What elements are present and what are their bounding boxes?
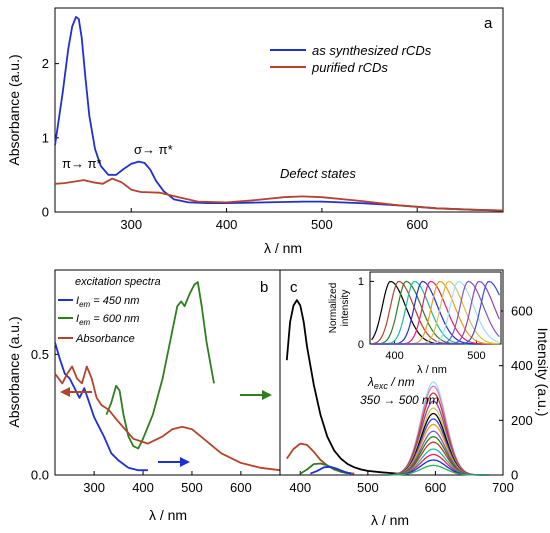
panel-c-ytick-label: 400 [511,358,533,373]
panel-c-series [285,299,490,476]
panel-a-ytick-label: 2 [42,56,49,71]
arrow-blue-right-axis [158,457,190,467]
panel-c-emission-line-8 [388,430,490,476]
annotation-sigma-pi-star: σ→ π* [134,142,173,157]
inset-curve-11 [371,280,500,345]
panel-c-excitation-line-0 [285,299,409,476]
legend-a-label-red: purified rCDs [311,60,388,75]
arrow-green-right-axis [240,390,272,400]
annotation-lambda-exc: λexc / nm [367,375,415,391]
panel-c-ytick-label: 200 [511,413,533,428]
panel-b-label: b [260,279,268,296]
panel-b: 300 400 500 600 0.0 0.5 b Absorbance (a.u.) λ… [6,269,281,523]
panel-b-xlabel: λ / nm [149,507,187,523]
annotation-defect-states: Defect states [280,166,356,181]
panel-c-xlabel: λ / nm [371,512,409,528]
panel-b-xtick-label: 400 [132,480,154,495]
panel-b-series [54,281,281,472]
panel-a-series-line-1 [54,177,504,212]
panel-a-xtick-label: 300 [120,217,142,232]
annotation-pi-pi-star: π→ π* [62,156,102,171]
panel-c-excitation-line-2 [299,462,348,475]
panel-c-inset: 400 500 0 1 Normalized intensity λ / nm [328,271,502,376]
panel-b-xtick-label: 300 [83,480,105,495]
panel-a-ylabel: Absorbance (a.u.) [6,54,22,165]
legend-b-label-green: Iem = 600 nm [76,313,139,327]
panel-c-ytick-label: 600 [511,304,533,319]
panel-a-label: a [484,15,493,32]
inset-ytick-label: 1 [358,276,364,288]
panel-b-series-line-0 [54,342,148,472]
arrow-red-left-axis [60,387,92,397]
panel-c-label: c [290,279,298,296]
panel-a-ytick-label: 0 [42,205,49,220]
panel-a-xtick-label: 400 [216,217,238,232]
inset-ylabel-line1: Normalized [328,283,339,334]
panel-a-series-line-0 [54,15,504,212]
panel-a: 300 400 500 600 0 1 2 a Absorbance (a.u.) λ / … [6,7,504,256]
panel-c-excitation-line-3 [310,465,352,475]
legend-a-label-blue: as synthesized rCDs [312,43,432,58]
inset-ylabel-line2: intensity [340,290,351,327]
inset-series [371,280,500,345]
panel-b-xtick-label: 500 [181,480,203,495]
panel-b-ytick-label: 0.0 [31,468,49,483]
panel-c-xtick-label: 500 [357,480,379,495]
panel-a-xtick-label: 500 [311,217,333,232]
annotation-exc-range: 350 → 500 nm [360,393,439,407]
legend-b-label-blue: Iem = 450 nm [76,295,139,309]
inset-ticks: 400 500 0 1 [358,276,486,362]
inset-xtick-label: 400 [385,350,403,362]
panel-c-emission-line-14 [388,464,490,476]
panel-b-series-line-1 [105,281,215,450]
panel-b-ytick-label: 0.5 [31,347,49,362]
inset-ytick-label: 0 [358,339,364,351]
panel-b-ylabel: Absorbance (a.u.) [6,316,22,427]
legend-b-label-red: Absorbance [75,333,135,345]
panel-c-ylabel: Intensity (a.u.) [535,328,550,417]
panel-a-ticks: 300 400 500 600 0 1 2 [42,56,428,232]
panel-c-ytick-label: 0 [511,468,518,483]
panel-c-emission-line-7 [388,423,490,476]
panel-c-xtick-label: 600 [425,480,447,495]
panel-a-xtick-label: 600 [406,217,428,232]
panel-c-emission-line-3 [388,400,490,476]
panel-c-xtick-label: 400 [289,480,311,495]
panel-a-frame [54,7,504,213]
legend-b-title: excitation spectra [75,276,161,288]
panel-b-ticks: 300 400 500 600 0.0 0.5 [31,347,252,495]
panel-a-series [54,15,504,212]
panel-a-xlabel: λ / nm [264,240,302,256]
panel-c-xtick-label: 700 [492,480,514,495]
panel-a-ytick-label: 1 [42,130,49,145]
inset-xtick-label: 500 [467,350,485,362]
panel-b-xtick-label: 600 [230,480,252,495]
inset-xlabel: λ / nm [417,364,447,376]
panel-b-series-line-2 [54,365,281,472]
